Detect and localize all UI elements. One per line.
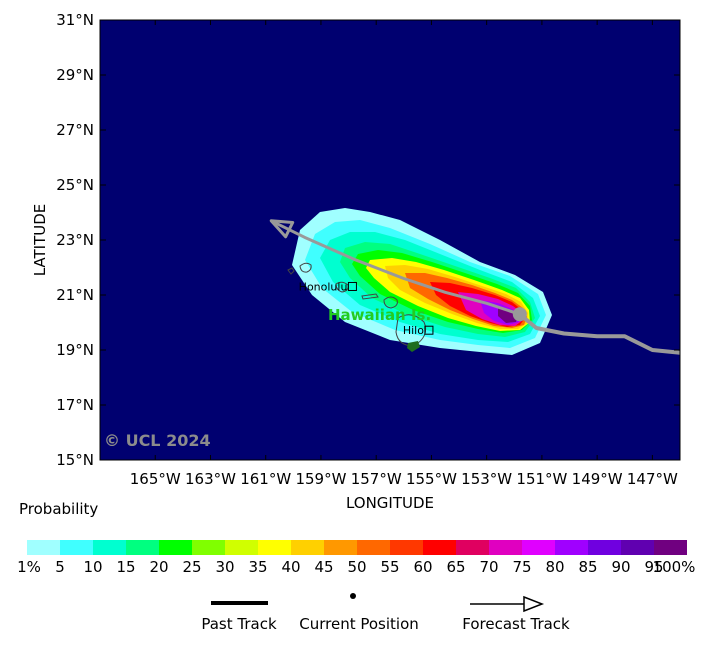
probability-swatch <box>126 540 159 555</box>
probability-swatch <box>654 540 687 555</box>
city-marker <box>347 281 357 291</box>
probability-legend-title: Probability <box>19 500 99 518</box>
probability-scale-label: 85 <box>578 558 598 576</box>
probability-scale-label: 5 <box>55 558 65 576</box>
probability-swatch <box>588 540 621 555</box>
copyright-label: © UCL 2024 <box>104 431 211 450</box>
city-marker <box>424 325 434 335</box>
probability-scale-label: 80 <box>545 558 565 576</box>
probability-scale-label: 75 <box>512 558 532 576</box>
x-tick-label: 151°W <box>516 470 567 488</box>
x-tick-label: 159°W <box>295 470 346 488</box>
probability-swatch <box>225 540 258 555</box>
probability-swatch <box>159 540 192 555</box>
probability-scale-label: 15 <box>116 558 136 576</box>
probability-scale-label: 70 <box>479 558 499 576</box>
forecast-track-line <box>270 219 521 316</box>
probability-scale-label: 95 <box>644 558 664 576</box>
island-niihau <box>287 267 295 275</box>
probability-scale-label: 25 <box>182 558 202 576</box>
island-molokai <box>361 293 379 300</box>
city-label: Honolulu <box>299 280 348 293</box>
x-tick-label: 149°W <box>572 470 623 488</box>
probability-scale-label: 1% <box>17 558 41 576</box>
probability-scale-label: 50 <box>347 558 367 576</box>
probability-swatch <box>192 540 225 555</box>
island-kauai <box>299 262 312 273</box>
probability-swatch <box>27 540 60 555</box>
probability-swatch <box>489 540 522 555</box>
x-tick-label: 165°W <box>130 470 181 488</box>
forecast-track-key-label: Forecast Track <box>462 615 570 633</box>
probability-scale-label: 100% <box>652 558 696 576</box>
probability-scale-label: 30 <box>215 558 235 576</box>
island-oahu <box>335 281 349 293</box>
probability-scale-label: 35 <box>248 558 268 576</box>
probability-scale-label: 10 <box>83 558 103 576</box>
x-tick-label: 153°W <box>461 470 512 488</box>
probability-swatch <box>522 540 555 555</box>
y-tick-label: 31°N <box>56 11 94 29</box>
island-maui <box>383 296 398 309</box>
probability-swatch <box>357 540 390 555</box>
probability-swatch <box>621 540 654 555</box>
current-position-key-dot <box>350 593 356 599</box>
probability-scale-label: 60 <box>413 558 433 576</box>
probability-swath <box>292 208 552 355</box>
probability-swatch <box>258 540 291 555</box>
current-position-marker <box>512 307 527 322</box>
probability-scale-labels: 1% 5 10 15 20 25 30 35 40 45 50 55 60 65 70 75 80 85 90 95 1… <box>0 558 720 578</box>
x-tick-label: 163°W <box>185 470 236 488</box>
land-patch-hawaii-south <box>407 341 420 352</box>
probability-scale-label: 40 <box>281 558 301 576</box>
x-tick-label: 161°W <box>240 470 291 488</box>
probability-swatch <box>456 540 489 555</box>
y-tick-label: 17°N <box>56 396 94 414</box>
probability-scale-label: 45 <box>314 558 334 576</box>
x-tick-label: 147°W <box>627 470 678 488</box>
y-tick-label: 29°N <box>56 66 94 84</box>
y-tick-label: 23°N <box>56 231 94 249</box>
y-tick-label: 25°N <box>56 176 94 194</box>
probability-scale-label: 20 <box>149 558 169 576</box>
swath-band-95pct <box>498 307 518 323</box>
y-tick-label: 27°N <box>56 121 94 139</box>
probability-swatch <box>93 540 126 555</box>
x-tick-label: 157°W <box>351 470 402 488</box>
probability-swatch <box>291 540 324 555</box>
x-axis-title: LONGITUDE <box>346 494 434 512</box>
forecast-track-key-arrowhead <box>523 595 545 613</box>
probability-scale-label: 55 <box>380 558 400 576</box>
probability-scale-label: 65 <box>446 558 466 576</box>
x-tick-label: 155°W <box>406 470 457 488</box>
y-tick-label: 15°N <box>56 451 94 469</box>
current-position-key-label: Current Position <box>299 615 419 633</box>
x-axis: 165°W 163°W 161°W 159°W 157°W 155°W 153°W 151°W… <box>130 20 678 488</box>
probability-swatch <box>390 540 423 555</box>
probability-swatch <box>324 540 357 555</box>
probability-swatch <box>555 540 588 555</box>
y-axis: 31°N 29°N 27°N 25°N 23°N 21°N 19°N 17°N 15°N <box>56 11 680 469</box>
forecast-arrowhead <box>269 219 295 239</box>
city-label: Hilo <box>403 324 424 337</box>
city-markers: Honolulu Hilo <box>299 280 434 337</box>
probability-color-scale <box>27 540 687 555</box>
y-axis-title: LATITUDE <box>31 204 49 277</box>
past-track-line <box>518 312 681 355</box>
region-label: Hawaiian Is. <box>328 306 431 324</box>
past-track-key-label: Past Track <box>201 615 277 633</box>
y-tick-label: 19°N <box>56 341 94 359</box>
probability-swatch <box>60 540 93 555</box>
island-hawaii <box>395 314 427 347</box>
probability-swatch <box>423 540 456 555</box>
probability-scale-label: 90 <box>611 558 631 576</box>
y-tick-label: 21°N <box>56 286 94 304</box>
island-outlines <box>287 262 427 347</box>
